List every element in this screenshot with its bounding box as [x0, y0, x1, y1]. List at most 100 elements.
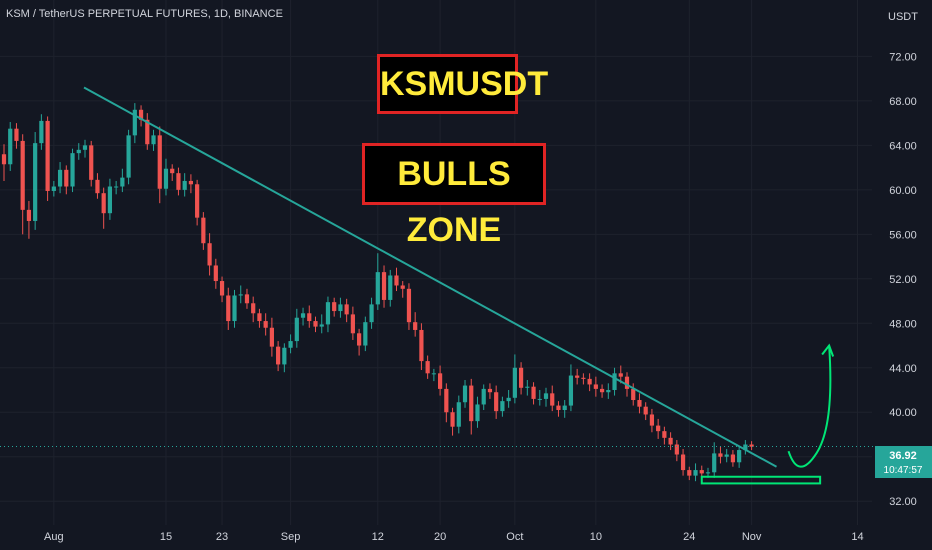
candle-body: [101, 193, 106, 214]
candle-body: [294, 317, 299, 342]
candle-body: [300, 313, 306, 318]
candle-body: [350, 314, 355, 334]
candle-body: [70, 153, 75, 187]
candle-body: [543, 393, 549, 399]
candle-body: [662, 431, 667, 438]
candle-body: [718, 453, 723, 457]
candle-body: [656, 425, 661, 432]
candle-body: [263, 321, 268, 328]
time-tick-label: 23: [216, 531, 228, 543]
candle-body: [151, 135, 156, 145]
price-tick-label: 52.00: [889, 274, 917, 286]
candle-body: [425, 361, 430, 374]
candle-body: [705, 472, 711, 474]
projection-arrow[interactable]: [787, 345, 832, 468]
candle-body: [332, 302, 337, 312]
support-zone-rect[interactable]: [700, 475, 822, 485]
time-tick-label: 20: [434, 531, 446, 543]
descending-trendline[interactable]: [83, 86, 778, 468]
time-tick-label: 12: [372, 531, 384, 543]
candle-body: [182, 180, 187, 190]
candle-body: [363, 322, 368, 346]
candle-body: [494, 392, 499, 412]
projection-arrow-head: [821, 343, 835, 357]
candle-body: [307, 313, 312, 322]
candle-body: [257, 313, 262, 322]
candle-body: [737, 450, 742, 463]
title-annotation-box[interactable]: KSMUSDT: [377, 54, 548, 114]
candle-body: [506, 397, 511, 402]
candle-body: [643, 406, 648, 415]
candle-body: [39, 120, 44, 144]
candle-body: [369, 304, 374, 323]
candle-body: [606, 390, 611, 393]
price-tick-label: 44.00: [889, 363, 917, 375]
candle-body: [357, 333, 362, 346]
candle-body: [699, 470, 704, 474]
candle-body: [649, 414, 655, 426]
candle-body: [575, 375, 580, 378]
candle-body: [469, 385, 474, 422]
last-price-value: 36.92: [889, 450, 917, 462]
time-tick-label: 15: [160, 531, 172, 543]
candle-body: [631, 388, 636, 401]
candle-body: [587, 378, 592, 385]
last-price-badge: [875, 446, 932, 478]
candle-body: [338, 304, 343, 312]
candle-body: [195, 184, 200, 218]
last-price-label: 36.92 10:47:57: [875, 446, 932, 478]
candle-body: [438, 373, 443, 389]
candle-body: [76, 149, 81, 154]
candle-body: [581, 377, 586, 379]
candle-body: [313, 321, 318, 327]
candle-body: [251, 303, 256, 314]
candle-body: [406, 288, 412, 323]
drawings[interactable]: [0, 86, 875, 485]
candle-body: [64, 169, 69, 187]
symbol-header[interactable]: KSM / TetherUS PERPETUAL FUTURES, 1D, BI…: [6, 8, 283, 20]
grid-layer: [0, 0, 872, 525]
price-tick-label: 68.00: [889, 96, 917, 108]
time-tick-label: Oct: [506, 531, 523, 543]
candle-body: [244, 294, 250, 304]
price-axis[interactable]: USDT 72.00 68.00 64.00 60.00 56.00 52.00 48.00…: [888, 11, 918, 508]
price-tick-label: 32.00: [889, 496, 917, 508]
candle-body: [712, 453, 717, 473]
candle-body: [288, 341, 293, 348]
candle-body: [687, 470, 692, 476]
candle-body: [400, 285, 405, 289]
candle-body: [269, 327, 274, 347]
candle-body: [82, 145, 88, 150]
candle-body: [238, 294, 243, 296]
candle-body: [388, 275, 393, 300]
bulls-zone-annotation-box[interactable]: BULLS ZONE: [362, 143, 546, 249]
time-tick-label: Nov: [742, 531, 762, 543]
candle-body: [525, 386, 530, 388]
candle-body: [444, 388, 449, 413]
candle-body: [518, 367, 524, 388]
candle-body: [637, 400, 642, 407]
candle-body: [450, 412, 455, 427]
time-tick-label: Sep: [281, 531, 301, 543]
candle-body: [556, 405, 561, 411]
candle-body: [680, 454, 686, 471]
candle-body: [693, 470, 698, 476]
candle-body: [95, 179, 100, 194]
candle-body: [8, 128, 13, 165]
candle-body: [188, 180, 193, 185]
price-tick-label: 64.00: [889, 140, 917, 152]
price-tick-label: 48.00: [889, 318, 917, 330]
candle-body: [668, 437, 673, 445]
candle-body: [475, 404, 480, 422]
time-axis[interactable]: Aug 15 23 Sep 12 20 Oct 10 24 Nov 14: [44, 531, 864, 543]
candle-body: [51, 186, 56, 191]
candle-body: [232, 295, 237, 322]
candle-body: [481, 388, 486, 405]
candle-body: [226, 295, 231, 322]
time-tick-label: Aug: [44, 531, 64, 543]
candle-body: [500, 401, 505, 412]
candle-body: [431, 373, 436, 375]
candle-body: [45, 120, 50, 191]
